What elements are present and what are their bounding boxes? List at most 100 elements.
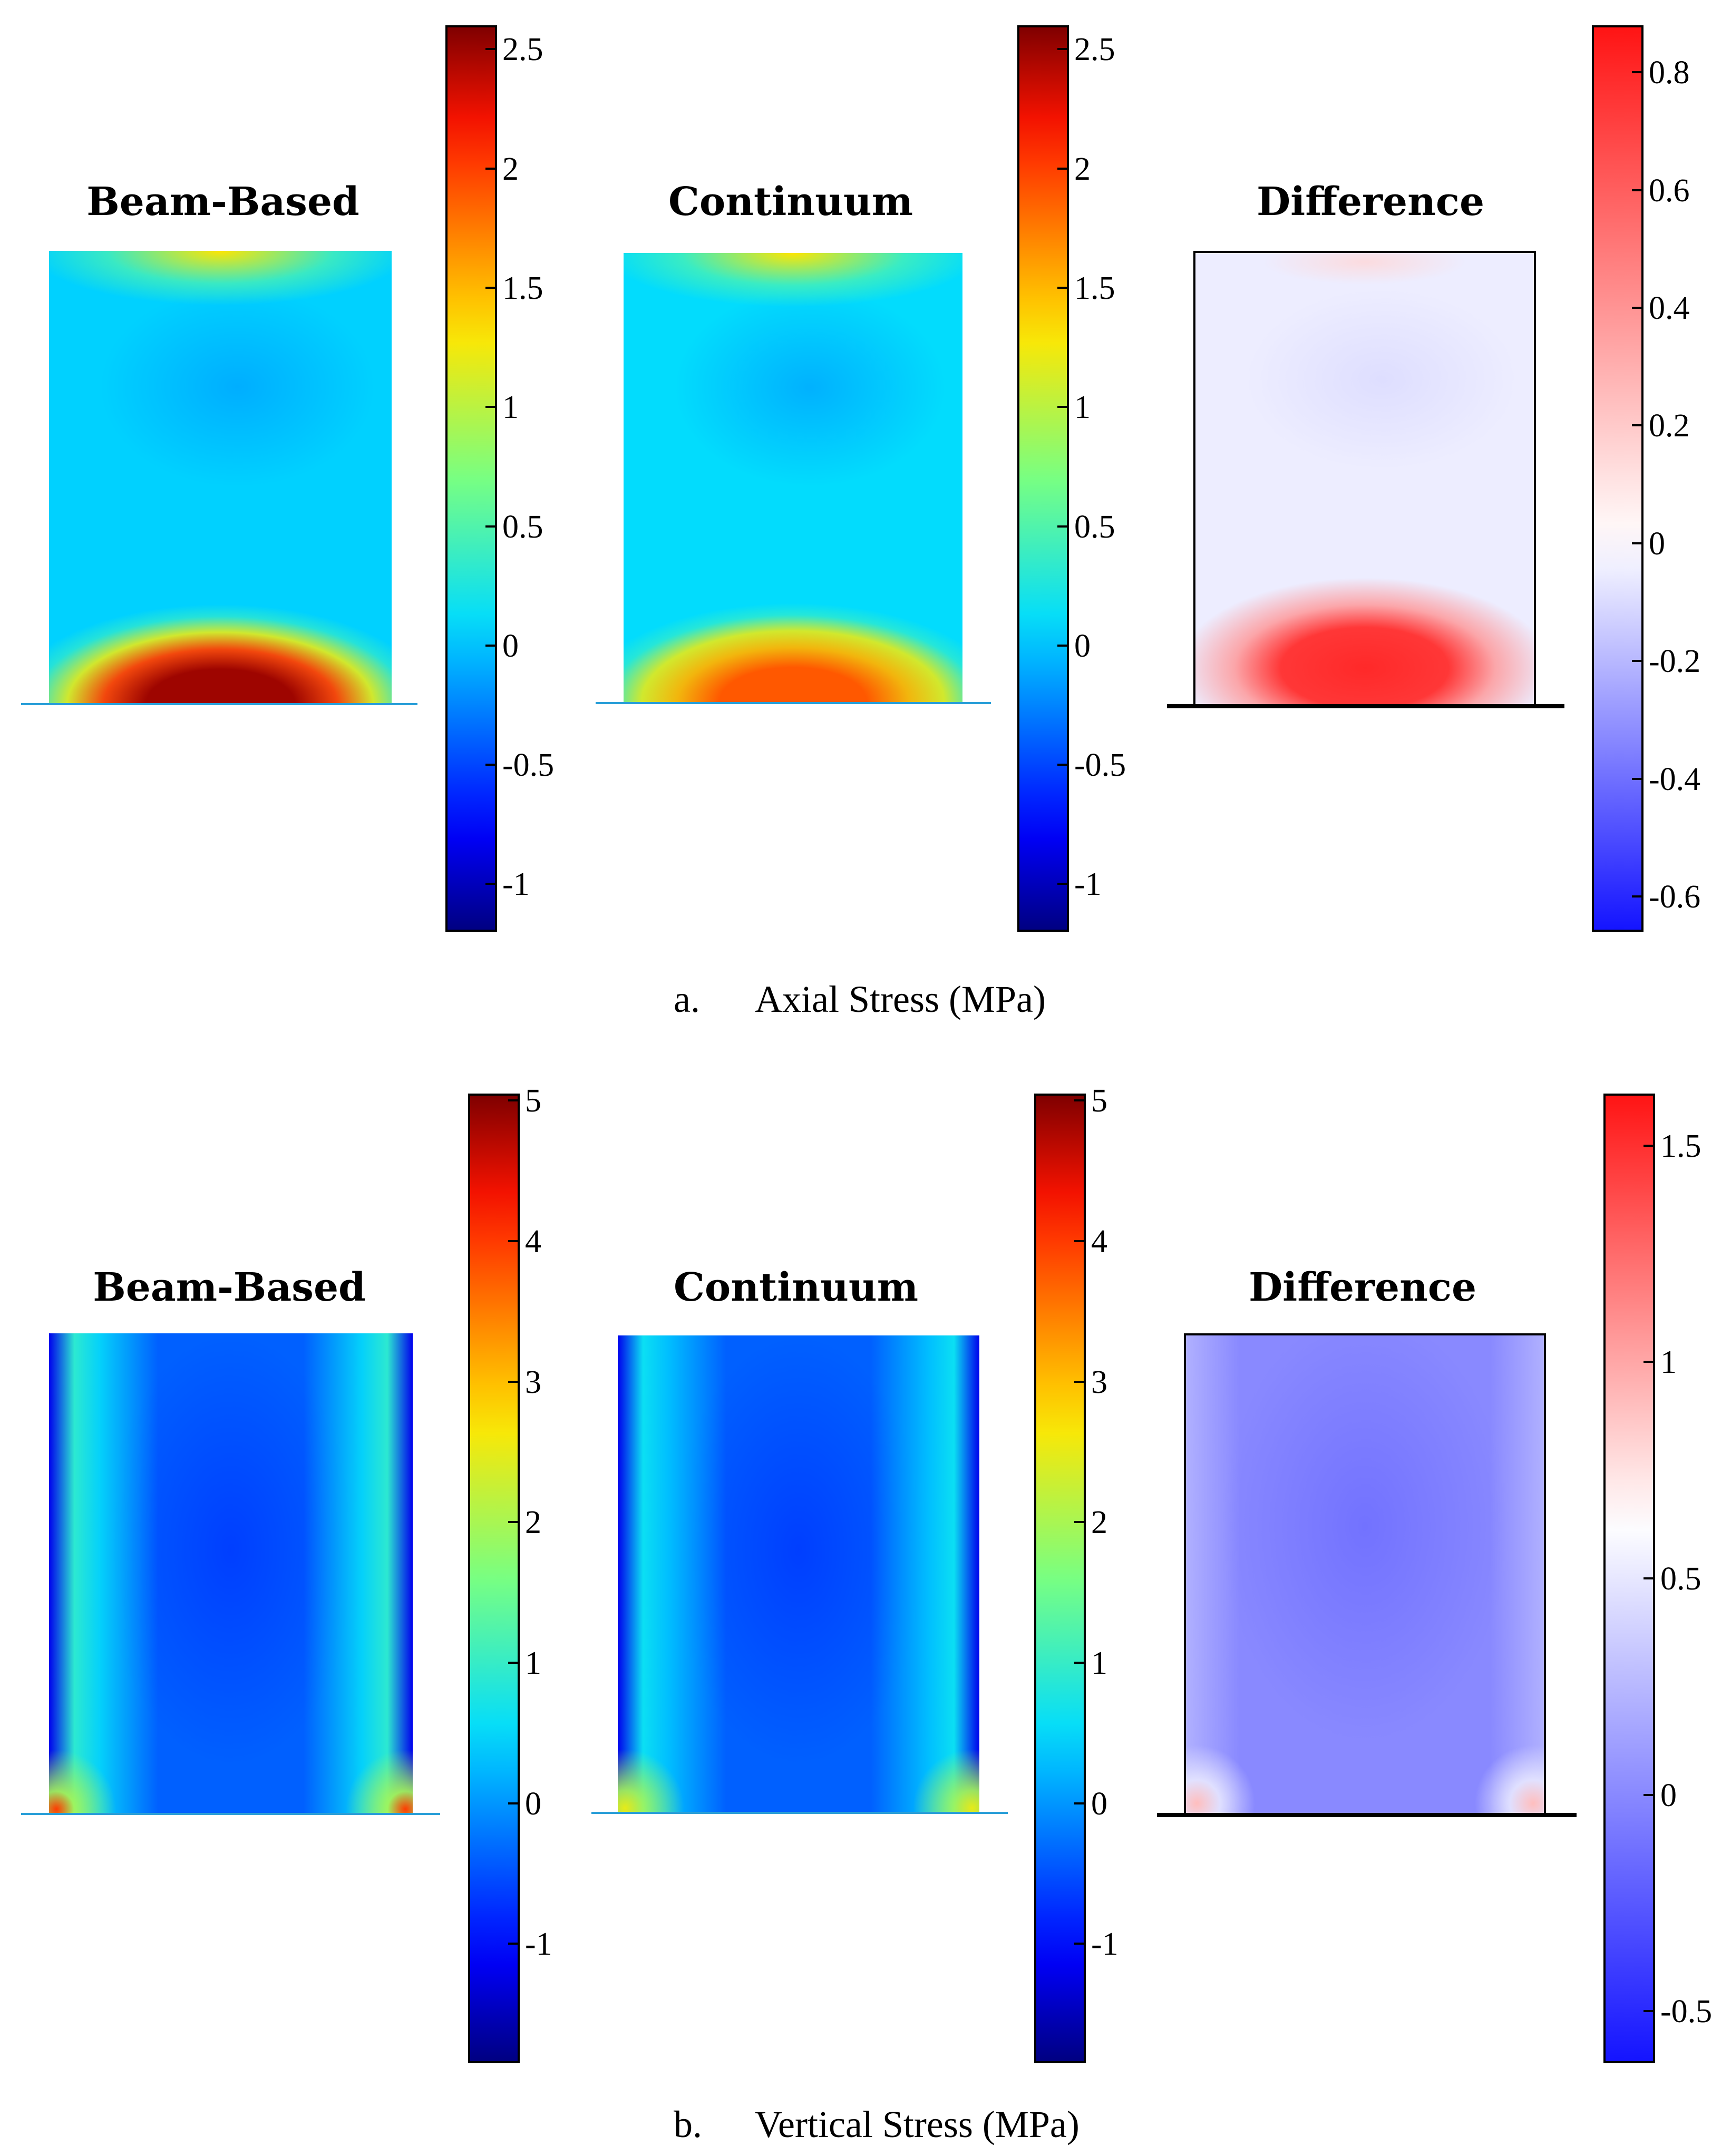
colorbar-tick — [485, 48, 496, 51]
colorbar-tick — [485, 764, 496, 766]
caption-b-text: Vertical Stress (MPa) — [755, 2103, 1080, 2145]
colorbar-tick-label: 0.8 — [1649, 55, 1690, 91]
caption-a: a. Axial Stress (MPa) — [0, 978, 1731, 1025]
colorbar-tick — [508, 1380, 519, 1383]
colorbar-tick — [1057, 525, 1068, 528]
colorbar-tick — [1644, 1577, 1654, 1579]
colorbar-tick — [485, 286, 496, 289]
colorbar-tick-label: 2.5 — [1074, 32, 1115, 68]
colorbar-tick — [1632, 660, 1642, 662]
colorbar-tick-label: 0 — [525, 1786, 541, 1822]
colorbar-tick — [1632, 542, 1642, 544]
colorbar-tick — [1632, 424, 1642, 427]
colorbar-tick-label: 0.6 — [1649, 172, 1690, 209]
colorbar-tick-label: 1 — [1074, 389, 1091, 426]
baseline-a-continuum — [596, 702, 991, 704]
colorbar-tick-label: 4 — [525, 1224, 541, 1260]
colorbar-tick-label: 0 — [1649, 525, 1665, 562]
colorbar-tick — [485, 644, 496, 647]
colorbar-tick — [1632, 71, 1642, 74]
colorbar-tick — [1632, 189, 1642, 191]
colorbar-tick — [1057, 406, 1068, 408]
baseline-a-beam — [21, 703, 417, 705]
heatmap-a-continuum — [624, 253, 962, 702]
colorbar-tick — [508, 1521, 519, 1524]
colorbar-tick-label: 0 — [1091, 1786, 1107, 1822]
baseline-a-difference — [1167, 704, 1564, 708]
colorbar-tick — [1074, 1240, 1085, 1242]
colorbar-tick-label: 3 — [525, 1364, 541, 1400]
colorbar-tick — [508, 1662, 519, 1664]
colorbar-tick — [1057, 167, 1068, 170]
colorbar-b-continuum — [1034, 1094, 1086, 2063]
colorbar-tick — [1074, 1662, 1085, 1664]
colorbar-tick-label: -0.4 — [1649, 761, 1701, 797]
colorbar-tick-label: 0.5 — [1660, 1561, 1701, 1597]
colorbar-tick-label: 2 — [1074, 151, 1091, 187]
colorbar-tick — [1644, 1361, 1654, 1363]
colorbar-tick — [485, 167, 496, 170]
colorbar-tick-label: 1.5 — [1074, 270, 1115, 306]
colorbar-tick — [1057, 883, 1068, 885]
colorbar-tick-label: 2 — [525, 1505, 541, 1541]
plot-title-b-difference: Difference — [1248, 1265, 1477, 1310]
colorbar-tick-label: -1 — [525, 1926, 552, 1963]
colorbar-tick-label: 2.5 — [502, 32, 543, 68]
colorbar-tick — [508, 1099, 519, 1102]
heatmap-a-beam — [49, 251, 392, 704]
plot-title-a-difference: Difference — [1256, 179, 1485, 225]
colorbar-tick-label: -0.5 — [502, 747, 555, 784]
colorbar-tick-label: 5 — [525, 1083, 541, 1119]
colorbar-tick — [1644, 2010, 1654, 2013]
colorbar-tick-label: 1 — [525, 1645, 541, 1681]
plot-title-a-continuum: Continuum — [668, 179, 913, 225]
heatmap-b-difference — [1184, 1333, 1546, 1815]
colorbar-tick — [1074, 1521, 1085, 1524]
colorbar-a-beam — [445, 25, 497, 932]
colorbar-tick-label: 0.4 — [1649, 290, 1690, 327]
caption-a-letter: a. — [674, 978, 700, 1020]
colorbar-tick-label: 2 — [1091, 1505, 1107, 1541]
heatmap-a-difference — [1193, 251, 1536, 706]
colorbar-tick-label: 1 — [1660, 1344, 1677, 1381]
colorbar-tick-label: 2 — [502, 151, 519, 187]
baseline-b-beam — [21, 1813, 440, 1815]
colorbar-tick-label: 1.5 — [1660, 1128, 1701, 1164]
colorbar-tick-label: -0.2 — [1649, 643, 1701, 680]
heatmap-b-continuum — [618, 1335, 979, 1813]
colorbar-tick — [508, 1802, 519, 1804]
colorbar-a-continuum — [1017, 25, 1069, 932]
colorbar-tick-label: 0 — [1074, 628, 1091, 664]
colorbar-tick — [1632, 895, 1642, 897]
colorbar-tick-label: 1 — [1091, 1645, 1107, 1681]
plot-title-a-beam: Beam-Based — [86, 179, 359, 225]
colorbar-tick-label: 0 — [502, 628, 519, 664]
colorbar-tick — [1057, 286, 1068, 289]
colorbar-tick-label: 0 — [1660, 1777, 1677, 1813]
colorbar-tick — [485, 406, 496, 408]
colorbar-tick — [1074, 1380, 1085, 1383]
colorbar-tick-label: -0.6 — [1649, 879, 1701, 915]
colorbar-tick — [485, 525, 496, 528]
colorbar-tick-label: 5 — [1091, 1083, 1107, 1119]
plot-title-b-continuum: Continuum — [673, 1265, 919, 1310]
colorbar-tick — [1644, 1793, 1654, 1796]
baseline-b-difference — [1157, 1813, 1577, 1817]
colorbar-tick — [1074, 1802, 1085, 1804]
colorbar-tick — [1057, 48, 1068, 51]
colorbar-tick — [508, 1240, 519, 1242]
colorbar-tick-label: -1 — [502, 866, 530, 903]
colorbar-tick-label: -1 — [1091, 1926, 1119, 1963]
colorbar-tick — [485, 883, 496, 885]
colorbar-tick — [1632, 307, 1642, 309]
colorbar-tick-label: 3 — [1091, 1364, 1107, 1400]
colorbar-tick — [1057, 764, 1068, 766]
baseline-b-continuum — [591, 1812, 1008, 1814]
colorbar-tick-label: -1 — [1074, 866, 1102, 903]
plot-title-b-beam: Beam-Based — [93, 1265, 366, 1310]
colorbar-a-difference — [1592, 25, 1644, 932]
heatmap-b-beam — [49, 1333, 413, 1814]
colorbar-tick — [1057, 644, 1068, 647]
colorbar-tick — [1074, 1099, 1085, 1102]
colorbar-tick-label: -0.5 — [1074, 747, 1126, 784]
